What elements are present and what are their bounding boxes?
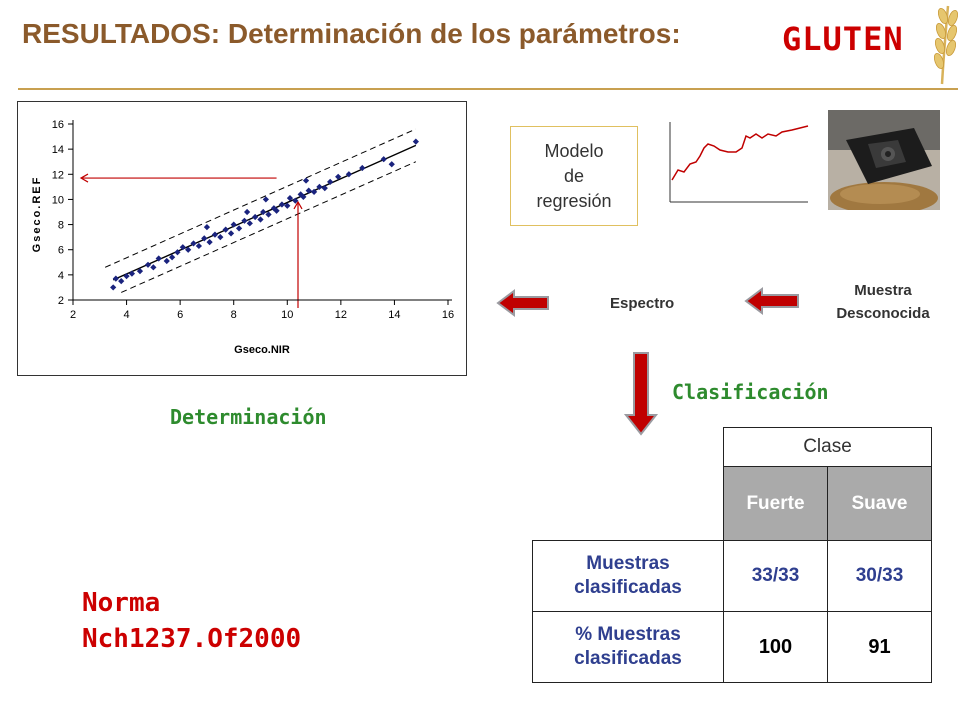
data-point (246, 220, 253, 227)
red-arrow-down-icon (623, 352, 659, 436)
data-point (195, 242, 203, 250)
data-point (412, 138, 419, 145)
data-point (302, 177, 310, 184)
x-tick-label: 8 (231, 309, 237, 321)
column-header-fuerte: Fuerte (723, 466, 828, 541)
determinacion-label: Determinación (170, 405, 327, 429)
data-point (155, 255, 162, 262)
classification-results-table: Clase Fuerte Suave Muestras clasificadas… (532, 427, 932, 683)
data-point (380, 156, 387, 163)
espectro-label: Espectro (610, 295, 675, 312)
x-tick-label: 2 (70, 309, 76, 321)
data-point (305, 187, 312, 194)
x-axis-label: Gseco.NIR (234, 344, 290, 356)
data-point (388, 161, 395, 168)
regression-model-box: Modelo de regresión (510, 126, 638, 226)
spectrum-graph (669, 122, 809, 203)
row-label: Muestras clasificadas (532, 540, 724, 612)
regression-model-label: Modelo de regresión (536, 140, 612, 211)
cell-value: 33/33 (723, 540, 828, 612)
data-point (230, 221, 237, 228)
wheat-icon (933, 5, 959, 85)
y-tick-label: 12 (52, 169, 64, 181)
data-point (321, 185, 328, 192)
clasificacion-label: Clasificación (672, 380, 829, 404)
x-tick-label: 10 (281, 309, 293, 321)
reading-arrow-vertical-head (293, 200, 303, 210)
data-point (262, 196, 269, 203)
y-tick-label: 8 (58, 220, 64, 232)
y-tick-label: 6 (58, 245, 64, 257)
data-point (201, 235, 208, 242)
data-point (150, 264, 157, 271)
data-point (278, 201, 286, 208)
cell-value: 100 (723, 611, 828, 683)
y-tick-label: 4 (58, 270, 64, 282)
x-tick-label: 16 (442, 309, 454, 321)
data-point (252, 213, 259, 221)
scatter-plot-frame: 2 4 6 8 10 12 14 16 2 4 6 8 10 12 14 16 Gseco.REF Gseco… (17, 101, 467, 376)
data-point (222, 226, 229, 233)
cell-value: 91 (827, 611, 932, 683)
table-group-header: Clase (723, 427, 932, 467)
lower-confidence-line (121, 161, 417, 293)
scatter-plot: 2 4 6 8 10 12 14 16 2 4 6 8 10 12 14 16 Gseco.REF Gseco… (31, 119, 454, 356)
data-point (110, 284, 117, 291)
table-row: % Muestras clasificadas 100 91 (532, 611, 932, 683)
y-tick-label: 2 (58, 295, 64, 307)
nir-instrument-photo (828, 110, 940, 210)
norma-label: Norma (82, 588, 161, 618)
x-tick-label: 14 (388, 309, 400, 321)
header-divider (18, 88, 958, 90)
column-header-suave: Suave (827, 466, 932, 541)
data-point (112, 275, 119, 282)
data-point (217, 234, 224, 241)
data-point (179, 244, 186, 251)
red-arrow-left-icon (744, 287, 799, 315)
data-point (168, 254, 176, 261)
y-tick-label: 14 (52, 144, 64, 156)
data-point (243, 208, 251, 216)
y-tick-label: 16 (52, 119, 64, 131)
upper-confidence-line (104, 128, 417, 268)
data-point (163, 257, 170, 265)
page-title: RESULTADOS: Determinación de los parámet… (22, 18, 681, 49)
data-point (144, 261, 152, 268)
reading-arrow-horizontal-head (79, 173, 89, 183)
norma-code: Nch1237.Of2000 (82, 624, 302, 654)
data-point (118, 278, 125, 285)
x-tick-label: 4 (124, 309, 130, 321)
title-highlight-gluten: GLUTEN (782, 20, 904, 58)
data-point (235, 225, 243, 232)
x-tick-label: 12 (335, 309, 347, 321)
data-point (185, 246, 192, 253)
table-row: Muestras clasificadas 33/33 30/33 (532, 540, 932, 612)
x-tick-label: 6 (177, 309, 183, 321)
data-point (203, 223, 211, 231)
data-point (128, 270, 136, 277)
data-point (257, 216, 264, 223)
y-tick-label: 10 (52, 194, 64, 206)
y-axis-label: Gseco.REF (31, 176, 43, 253)
row-label: % Muestras clasificadas (532, 611, 724, 683)
table-empty-corner (533, 428, 724, 541)
red-arrow-left-icon (496, 289, 549, 317)
data-point (227, 230, 235, 237)
data-point (206, 239, 213, 246)
data-point (211, 231, 219, 238)
muestra-desconocida-label: Muestra Desconocida (836, 282, 930, 322)
norma-reference: Norma Nch1237.Of2000 (82, 585, 301, 657)
data-point (241, 217, 248, 224)
data-point (123, 273, 130, 280)
cell-value: 30/33 (827, 540, 932, 612)
